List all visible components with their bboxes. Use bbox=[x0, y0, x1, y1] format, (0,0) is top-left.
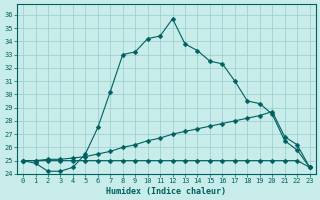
X-axis label: Humidex (Indice chaleur): Humidex (Indice chaleur) bbox=[106, 187, 226, 196]
